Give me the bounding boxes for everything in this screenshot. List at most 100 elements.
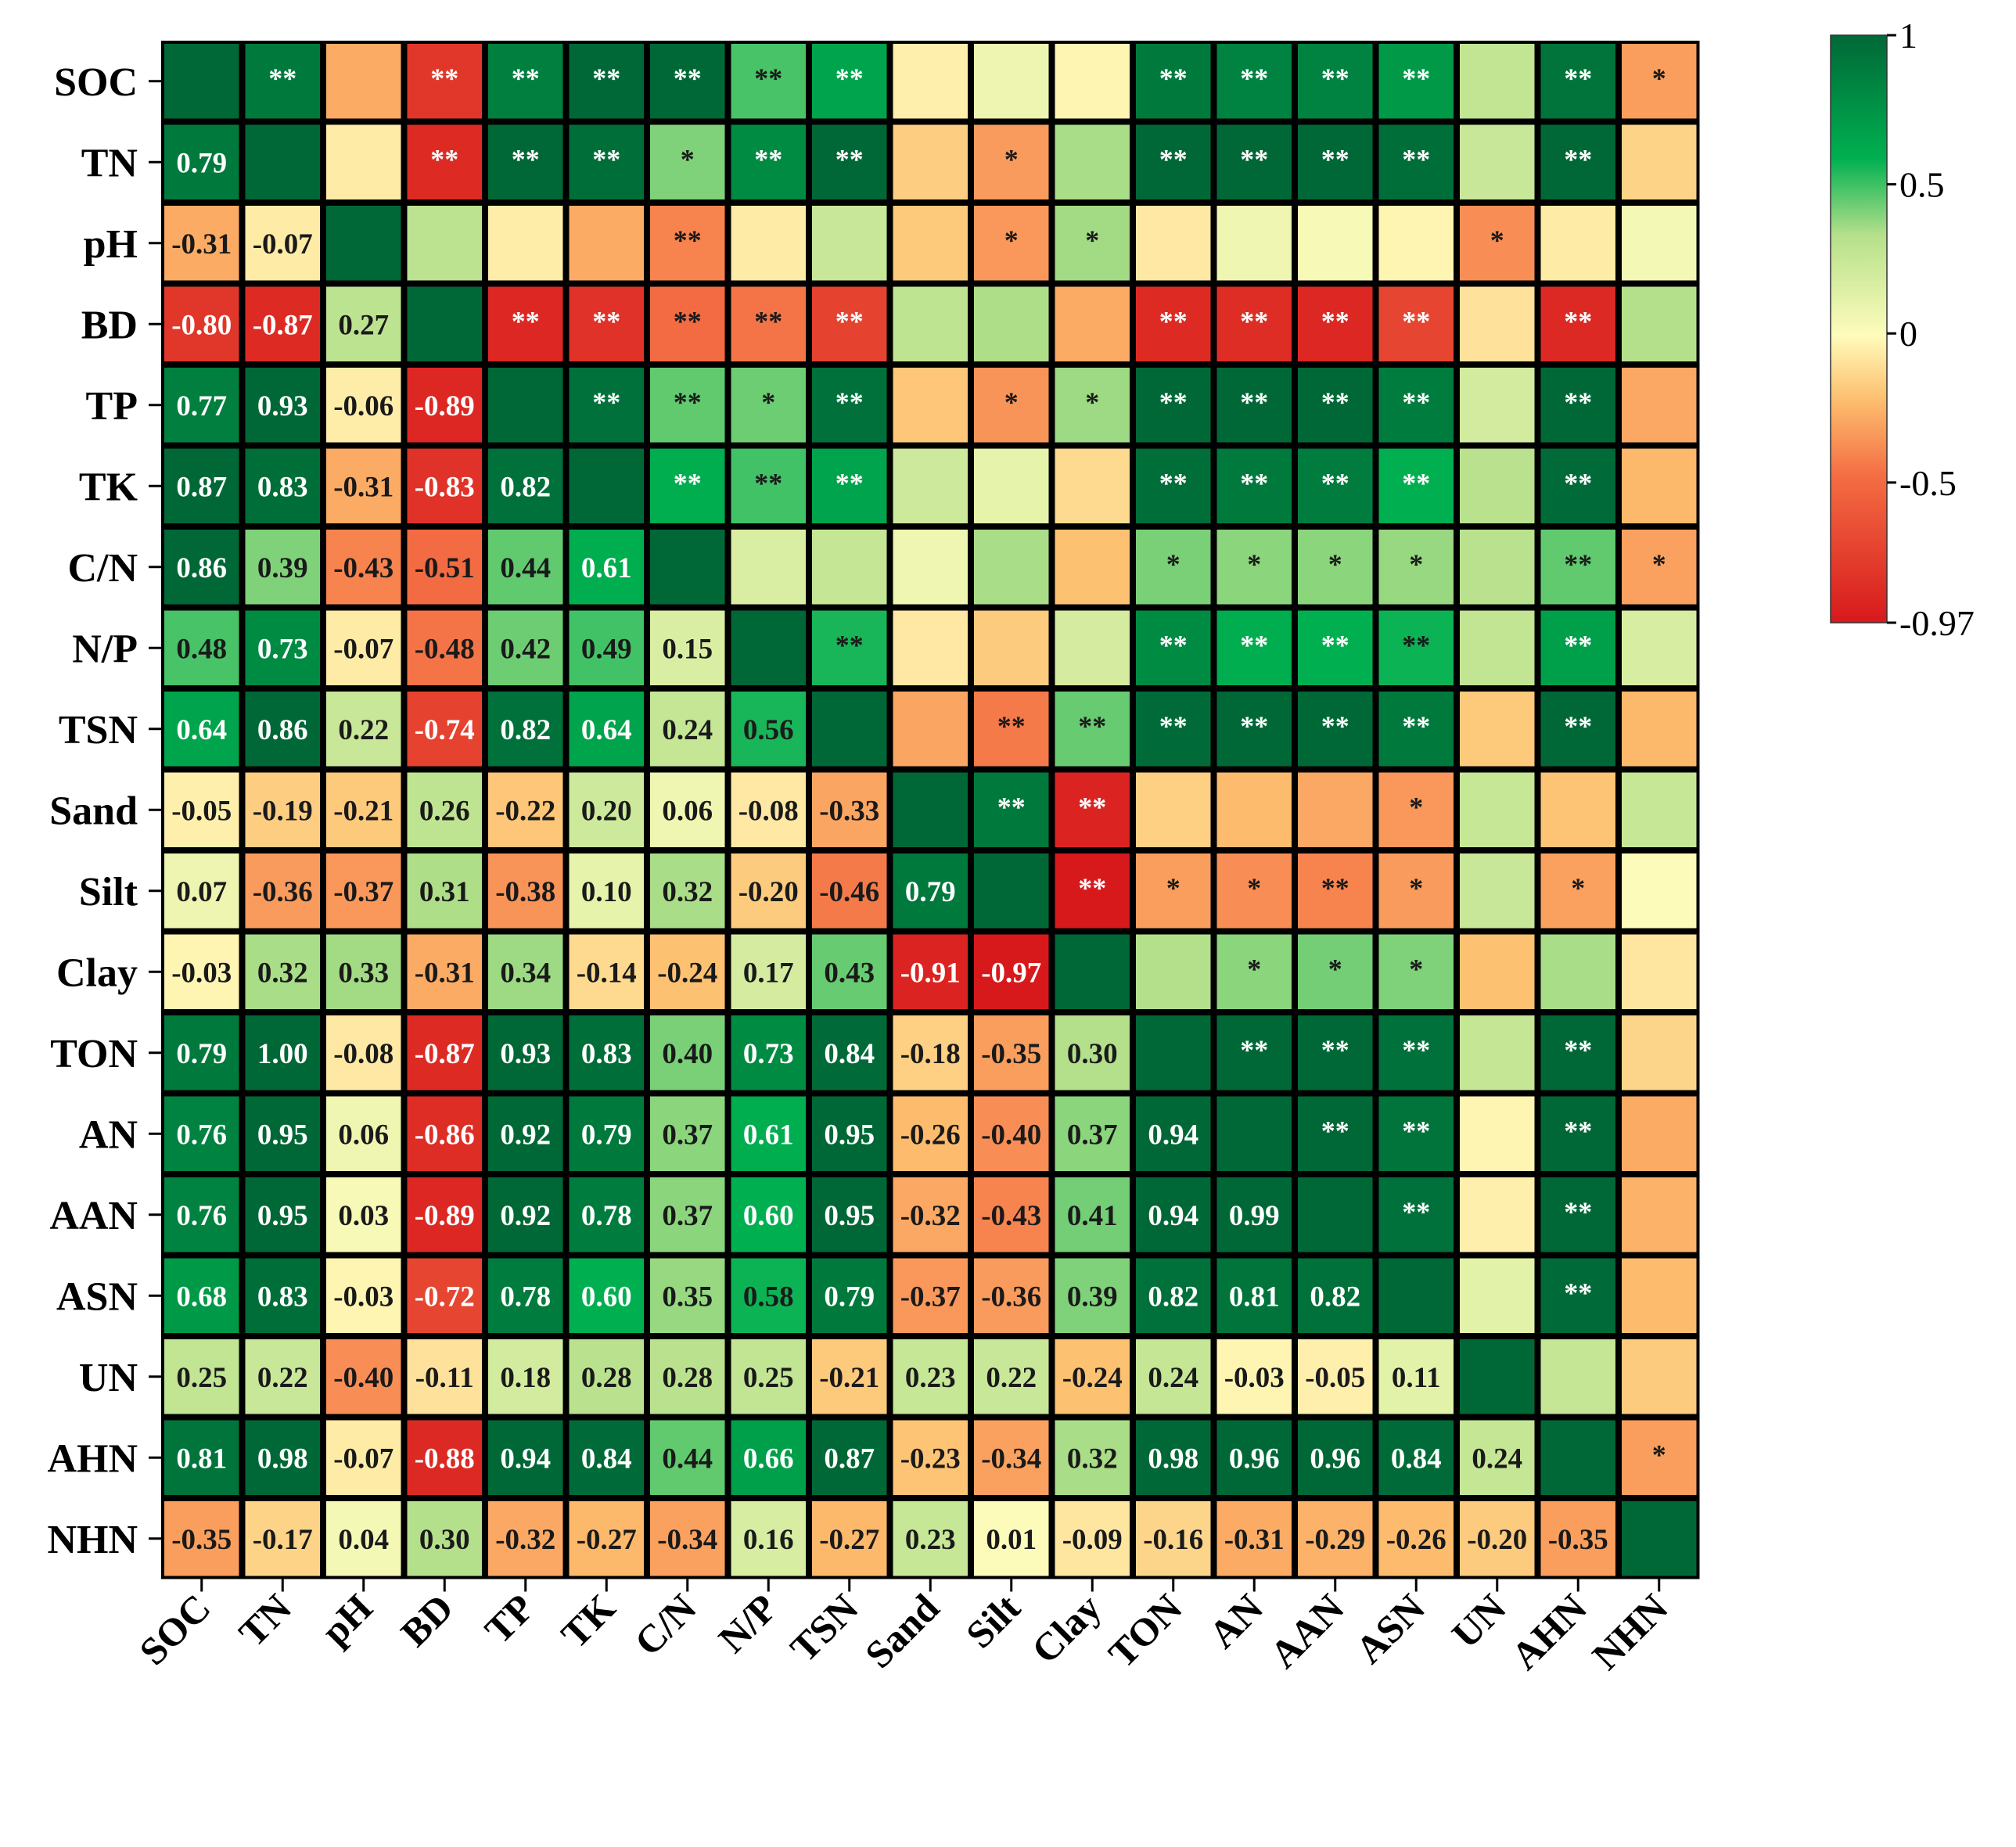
colorbar-tick-label: -0.5: [1899, 463, 1957, 503]
heatmap-cell-n-p-tp: [488, 610, 563, 685]
heatmap-cell-sand-ahn: [1540, 772, 1615, 847]
heatmap-cell-silt-c-n: [650, 853, 725, 929]
significance-marker: **: [592, 63, 620, 94]
y-tick-label: AAN: [49, 1194, 138, 1238]
heatmap-cell-soc-sand: [893, 44, 968, 119]
heatmap-value-label: 0.48: [176, 633, 227, 665]
significance-marker: **: [1564, 548, 1592, 580]
y-tick-label: BD: [81, 303, 138, 347]
y-tick-label: TP: [86, 384, 138, 429]
significance-marker: *: [1085, 386, 1099, 418]
heatmap-cell-un-ahn: [1540, 1339, 1615, 1414]
heatmap-cell-n-p-c-n: [650, 610, 725, 685]
heatmap-cell-aan-soc: [164, 1177, 239, 1252]
heatmap-cell-nhn-ahn: [1540, 1501, 1615, 1576]
heatmap-cell-ph-tk: [569, 206, 644, 281]
heatmap-value-label: 0.26: [419, 795, 470, 827]
heatmap-cell-ton-silt: [974, 1015, 1049, 1091]
heatmap-cell-asn-nhn: [1622, 1258, 1697, 1333]
heatmap-cell-un-asn: [1378, 1339, 1454, 1414]
heatmap-cell-nhn-bd: [407, 1501, 482, 1576]
heatmap-cell-nhn-tsn: [812, 1501, 887, 1576]
significance-marker: **: [1159, 305, 1188, 336]
heatmap-cell-bd-tn: [245, 286, 320, 361]
heatmap-cell-asn-un: [1460, 1258, 1535, 1333]
heatmap-cell-tk-ph: [326, 448, 401, 523]
heatmap-cell-clay-bd: [407, 934, 482, 1009]
heatmap-cell-un-nhn: [1622, 1339, 1697, 1414]
heatmap-value-label: 0.10: [581, 876, 632, 908]
heatmap-value-label: 0.01: [986, 1524, 1037, 1556]
heatmap-cell-tsn-bd: [407, 692, 482, 767]
heatmap-cell-ahn-clay: [1055, 1420, 1130, 1495]
significance-marker: **: [836, 305, 864, 336]
significance-marker: **: [1564, 63, 1592, 94]
heatmap-cell-tn-tsn: [812, 124, 887, 199]
heatmap-value-label: -0.31: [1224, 1524, 1285, 1556]
x-tick-label: Clay: [1023, 1586, 1109, 1672]
heatmap-cell-c-n-aan: [1298, 530, 1373, 605]
heatmap-cell-tk-aan: [1298, 448, 1373, 523]
heatmap-cell-sand-ph: [326, 772, 401, 847]
significance-marker: *: [1409, 548, 1423, 580]
heatmap-value-label: 0.93: [257, 390, 308, 422]
heatmap-cell-c-n-bd: [407, 530, 482, 605]
heatmap-cell-tk-tp: [488, 448, 563, 523]
heatmap-cell-ahn-c-n: [650, 1420, 725, 1495]
significance-marker: **: [1402, 386, 1430, 418]
heatmap-cell-un-ton: [1136, 1339, 1211, 1414]
colorbar-tick-label: -0.97: [1899, 603, 1975, 643]
heatmap-cell-tsn-ph: [326, 692, 401, 767]
heatmap-cell-asn-sand: [893, 1258, 968, 1333]
significance-marker: **: [674, 305, 702, 336]
heatmap-value-label: -0.21: [819, 1362, 879, 1394]
heatmap-value-label: -0.08: [333, 1038, 393, 1070]
heatmap-cell-tsn-asn: [1378, 692, 1454, 767]
heatmap-value-label: -0.27: [577, 1524, 637, 1556]
heatmap-cell-bd-tk: [569, 286, 644, 361]
heatmap-cell-tn-un: [1460, 124, 1535, 199]
heatmap-cell-tp-c-n: [650, 368, 725, 443]
heatmap-cell-sand-an: [1216, 772, 1292, 847]
heatmap-cell-silt-soc: [164, 853, 239, 929]
heatmap-value-label: -0.31: [415, 957, 475, 989]
heatmap-value-label: 0.78: [500, 1281, 551, 1313]
heatmap-value-label: 0.84: [824, 1038, 875, 1070]
heatmap-cell-soc-n-p: [731, 44, 806, 119]
heatmap-cell-n-p-sand: [893, 610, 968, 685]
heatmap-cell-aan-bd: [407, 1177, 482, 1252]
significance-marker: **: [674, 467, 702, 498]
heatmap-cell-ahn-ph: [326, 1420, 401, 1495]
significance-marker: **: [1564, 305, 1592, 336]
heatmap-cell-tp-soc: [164, 368, 239, 443]
heatmap-cell-silt-sand: [893, 853, 968, 929]
heatmap-cell-n-p-bd: [407, 610, 482, 685]
heatmap-cell-tk-soc: [164, 448, 239, 523]
heatmap-cell-silt-tn: [245, 853, 320, 929]
heatmap-cell-un-tp: [488, 1339, 563, 1414]
heatmap-value-label: 0.66: [743, 1443, 794, 1475]
heatmap-value-label: 0.03: [338, 1200, 389, 1232]
heatmap-cell-c-n-clay: [1055, 530, 1130, 605]
heatmap-cell-sand-un: [1460, 772, 1535, 847]
heatmap-value-label: 0.92: [500, 1119, 551, 1151]
heatmap-cell-tk-bd: [407, 448, 482, 523]
heatmap-cell-n-p-soc: [164, 610, 239, 685]
significance-marker: **: [1159, 143, 1188, 174]
heatmap-cell-ph-sand: [893, 206, 968, 281]
heatmap-cell-un-bd: [407, 1339, 482, 1414]
heatmap-value-label: -0.03: [171, 957, 232, 989]
heatmap-cell-c-n-nhn: [1622, 530, 1697, 605]
x-tick-label: TK: [552, 1586, 623, 1657]
heatmap-cell-clay-ahn: [1540, 934, 1615, 1009]
heatmap-value-label: -0.86: [415, 1119, 475, 1151]
heatmap-cell-ton-bd: [407, 1015, 482, 1091]
heatmap-value-label: 0.98: [1148, 1443, 1198, 1475]
heatmap-cell-nhn-c-n: [650, 1501, 725, 1576]
heatmap-cell-tn-silt: [974, 124, 1049, 199]
heatmap-cell-c-n-tp: [488, 530, 563, 605]
heatmap-value-label: 0.22: [338, 714, 389, 746]
significance-marker: **: [430, 143, 458, 174]
significance-marker: *: [1247, 953, 1261, 984]
significance-marker: **: [1402, 305, 1430, 336]
